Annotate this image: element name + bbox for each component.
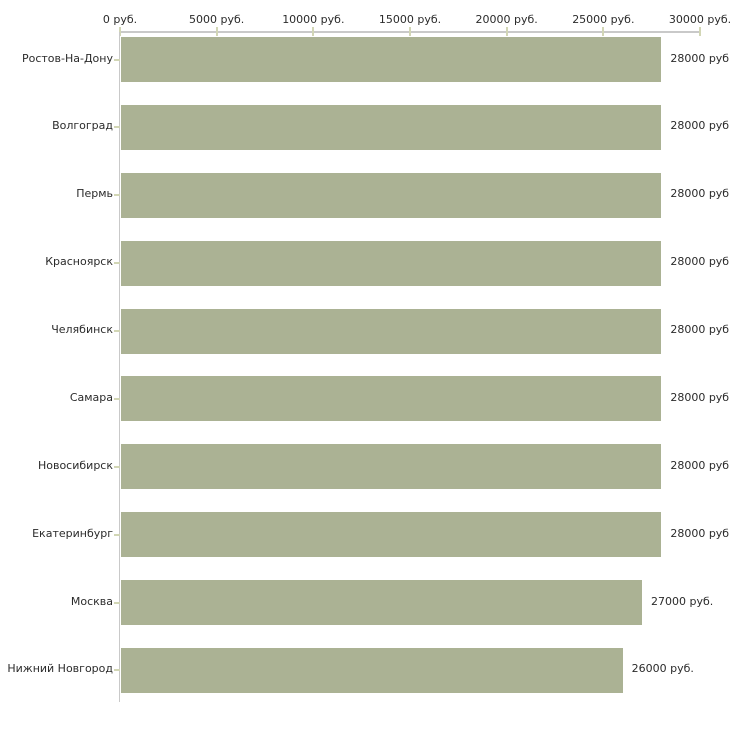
value-label: 28000 руб. bbox=[670, 526, 730, 540]
value-label: 28000 руб. bbox=[670, 390, 730, 404]
value-label: 28000 руб. bbox=[670, 51, 730, 65]
category-label: Пермь bbox=[76, 187, 113, 201]
category-tick-mark bbox=[114, 262, 120, 265]
bar bbox=[121, 172, 662, 218]
category-label: Волгоград bbox=[52, 119, 113, 133]
bar bbox=[121, 240, 662, 286]
value-label: 28000 руб. bbox=[670, 323, 730, 337]
x-tick-mark bbox=[119, 27, 121, 36]
value-label: 26000 руб. bbox=[631, 662, 694, 676]
category-label: Самара bbox=[69, 390, 113, 404]
category-tick-mark bbox=[114, 465, 120, 468]
category-tick-mark bbox=[114, 601, 120, 604]
category-tick-mark bbox=[114, 330, 120, 333]
bar bbox=[121, 580, 642, 626]
x-tick-mark bbox=[215, 27, 218, 36]
bar bbox=[121, 444, 662, 490]
category-label: Челябинск bbox=[51, 323, 113, 337]
bar bbox=[121, 376, 662, 422]
category-tick-mark bbox=[114, 397, 120, 400]
value-label: 28000 руб. bbox=[670, 187, 730, 201]
x-tick-label: 5000 руб. bbox=[189, 13, 245, 26]
value-label: 28000 руб. bbox=[670, 255, 730, 269]
bar bbox=[121, 308, 662, 354]
x-tick-label: 15000 руб. bbox=[378, 13, 442, 26]
x-tick-label: 20000 руб. bbox=[475, 13, 538, 26]
category-label: Нижний Новгород bbox=[7, 662, 113, 676]
category-tick-mark bbox=[114, 194, 120, 197]
bar bbox=[121, 512, 662, 558]
bar bbox=[121, 647, 623, 693]
category-label: Красноярск bbox=[45, 255, 113, 269]
category-tick-mark bbox=[114, 669, 120, 672]
bar bbox=[121, 37, 662, 82]
category-label: Ростов-На-Дону bbox=[21, 51, 113, 65]
value-label: 27000 руб. bbox=[651, 594, 714, 608]
x-tick-mark bbox=[312, 27, 315, 36]
x-tick-label: 10000 руб. bbox=[282, 13, 345, 26]
bar bbox=[121, 104, 662, 150]
x-tick-label: 30000 руб. bbox=[668, 13, 730, 26]
category-label: Екатеринбург bbox=[32, 526, 113, 540]
category-tick-mark bbox=[114, 58, 120, 61]
x-tick-mark bbox=[699, 27, 701, 36]
x-tick-label: 25000 руб. bbox=[572, 13, 635, 26]
category-tick-mark bbox=[114, 126, 120, 129]
category-tick-mark bbox=[114, 533, 120, 536]
x-tick-label: 0 руб. bbox=[102, 13, 138, 26]
category-label: Москва bbox=[70, 594, 113, 608]
x-tick-mark bbox=[602, 27, 605, 36]
value-label: 28000 руб. bbox=[670, 119, 730, 133]
x-tick-mark bbox=[409, 27, 411, 36]
x-tick-mark bbox=[505, 27, 508, 36]
y-axis-line bbox=[119, 32, 120, 702]
value-label: 28000 руб. bbox=[670, 458, 730, 472]
category-label: Новосибирск bbox=[37, 458, 113, 472]
